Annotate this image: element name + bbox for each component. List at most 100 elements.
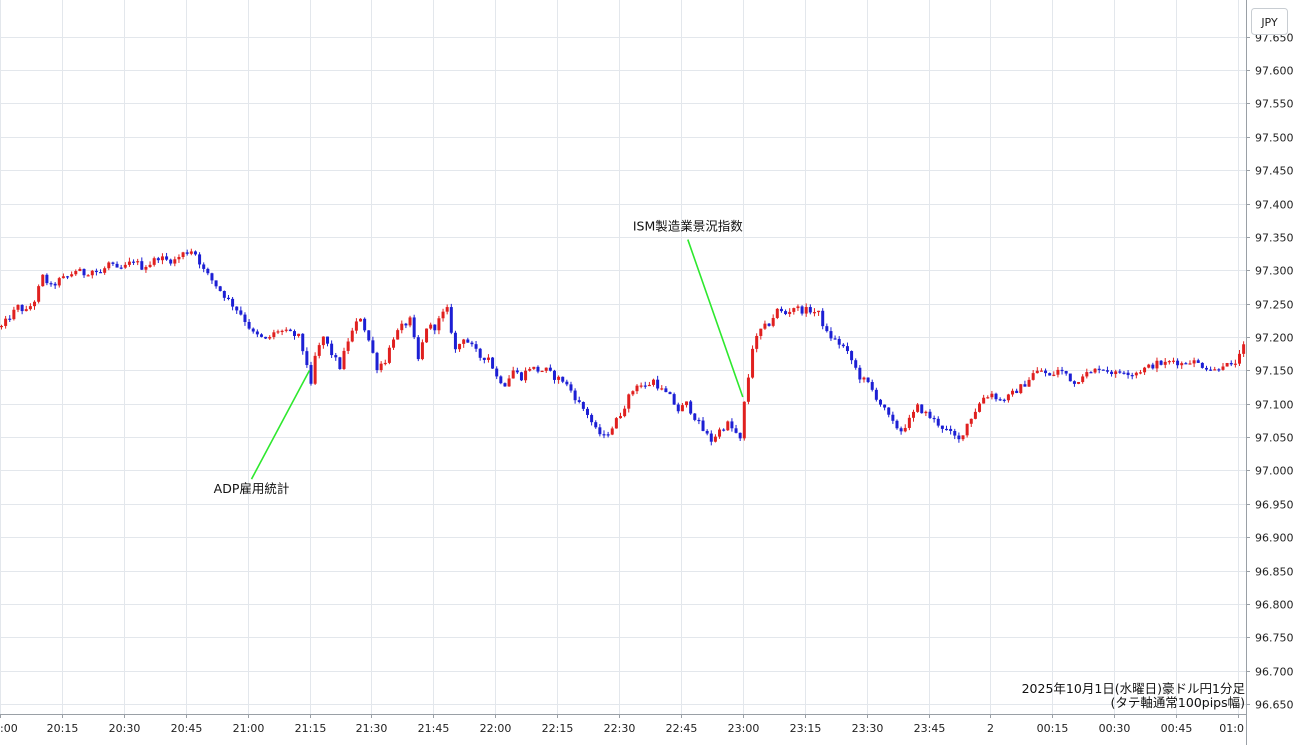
x-tick-label: 20:45: [171, 722, 203, 735]
candle-down: [874, 387, 878, 402]
candle-down: [404, 322, 408, 329]
candle-body: [718, 429, 722, 437]
x-tick-label: 22:45: [666, 722, 698, 735]
candle-body: [478, 348, 482, 358]
candle-down: [495, 366, 499, 380]
candle-body: [1056, 369, 1060, 375]
candle-body: [1085, 372, 1089, 377]
caption-line1: 2025年10月1日(水曜日)豪ドル円1分足: [1022, 681, 1246, 696]
candle-down: [932, 415, 936, 423]
candle-body: [532, 366, 536, 369]
candle-down: [165, 252, 169, 261]
candle-body: [1167, 361, 1171, 363]
candle-body: [730, 421, 734, 429]
candle-body: [272, 332, 276, 338]
candle-body: [482, 357, 486, 360]
candle-body: [375, 352, 379, 371]
candle-body: [552, 370, 556, 380]
candle-body: [86, 275, 90, 277]
x-tick-label: :00: [0, 722, 18, 735]
candle-body: [573, 390, 577, 401]
candle-body: [1023, 384, 1027, 387]
candle-down: [1101, 369, 1105, 371]
candle-body: [189, 251, 193, 254]
candle-down: [185, 249, 189, 256]
candle-body: [878, 399, 882, 405]
candle-body: [850, 351, 854, 361]
candle-down: [701, 417, 705, 432]
candle-body: [160, 256, 164, 261]
candle-body: [350, 330, 354, 342]
candle-down: [214, 280, 218, 289]
chart-caption: 2025年10月1日(水曜日)豪ドル円1分足 (タテ軸通常100pips幅): [1022, 681, 1246, 710]
candle-body: [1130, 375, 1134, 377]
candle-up: [623, 405, 627, 418]
candle-body: [1105, 370, 1109, 372]
candle-down: [1151, 362, 1155, 370]
candle-body: [978, 403, 982, 412]
candle-body: [338, 357, 342, 369]
candle-up: [755, 333, 759, 353]
candle-down: [259, 333, 263, 338]
candle-down: [936, 416, 940, 428]
candle-down: [945, 425, 949, 431]
candle-body: [420, 342, 424, 360]
candle-down: [1048, 372, 1052, 376]
x-tick-label: 00:45: [1161, 722, 1193, 735]
candle-down: [738, 432, 742, 441]
time-axis[interactable]: :00 20:15 20:30 20:45 21:00 21:15 21:30 21:45 22…: [0, 714, 1244, 735]
candle-body: [177, 256, 181, 260]
candle-down: [598, 424, 602, 437]
candle-up: [1192, 357, 1196, 368]
candle-up: [924, 410, 928, 417]
candle-body: [383, 362, 387, 365]
candle-body: [936, 418, 940, 426]
candle-up: [792, 307, 796, 315]
candle-up: [1188, 360, 1192, 365]
y-tick-label: 97.550: [1255, 98, 1294, 111]
candle-body: [1093, 368, 1097, 373]
candle-down: [1105, 366, 1109, 374]
candle-down: [301, 333, 305, 355]
candle-up: [284, 327, 288, 333]
candle-body: [598, 427, 602, 435]
candle-body: [1134, 372, 1138, 376]
candle-body: [693, 413, 697, 420]
candle-down: [99, 269, 103, 274]
candle-body: [808, 307, 812, 313]
candle-up: [713, 434, 717, 443]
candle-body: [127, 261, 131, 265]
candle-body: [594, 422, 598, 428]
candle-up: [528, 366, 532, 372]
candle-up: [1225, 362, 1229, 367]
candle-down: [1176, 358, 1180, 369]
candle-body: [590, 414, 594, 423]
candle-up: [759, 328, 763, 340]
candle-up: [969, 418, 973, 427]
annotation-line: [250, 369, 311, 480]
candle-up: [400, 320, 404, 334]
grid-lines: [0, 0, 1246, 714]
candle-down: [949, 425, 953, 435]
candle-body: [33, 301, 37, 307]
candle-down: [581, 401, 585, 412]
candle-down: [482, 357, 486, 364]
candle-up: [379, 361, 383, 373]
candle-down: [45, 273, 49, 286]
candle-down: [453, 330, 457, 353]
candle-body: [1213, 369, 1217, 371]
candle-up: [631, 390, 635, 397]
candle-body: [1048, 373, 1052, 376]
candle-down: [338, 356, 342, 370]
candle-body: [400, 323, 404, 331]
candle-body: [1217, 369, 1221, 371]
price-axis[interactable]: 97.65097.60097.55097.50097.45097.40097.3…: [1246, 32, 1294, 712]
candle-up: [1155, 357, 1159, 373]
x-tick-label: 20:30: [109, 722, 141, 735]
candle-up: [342, 347, 346, 371]
candle-body: [722, 429, 726, 431]
candle-body: [453, 332, 457, 350]
candle-body: [742, 401, 746, 439]
candle-body: [214, 280, 218, 287]
